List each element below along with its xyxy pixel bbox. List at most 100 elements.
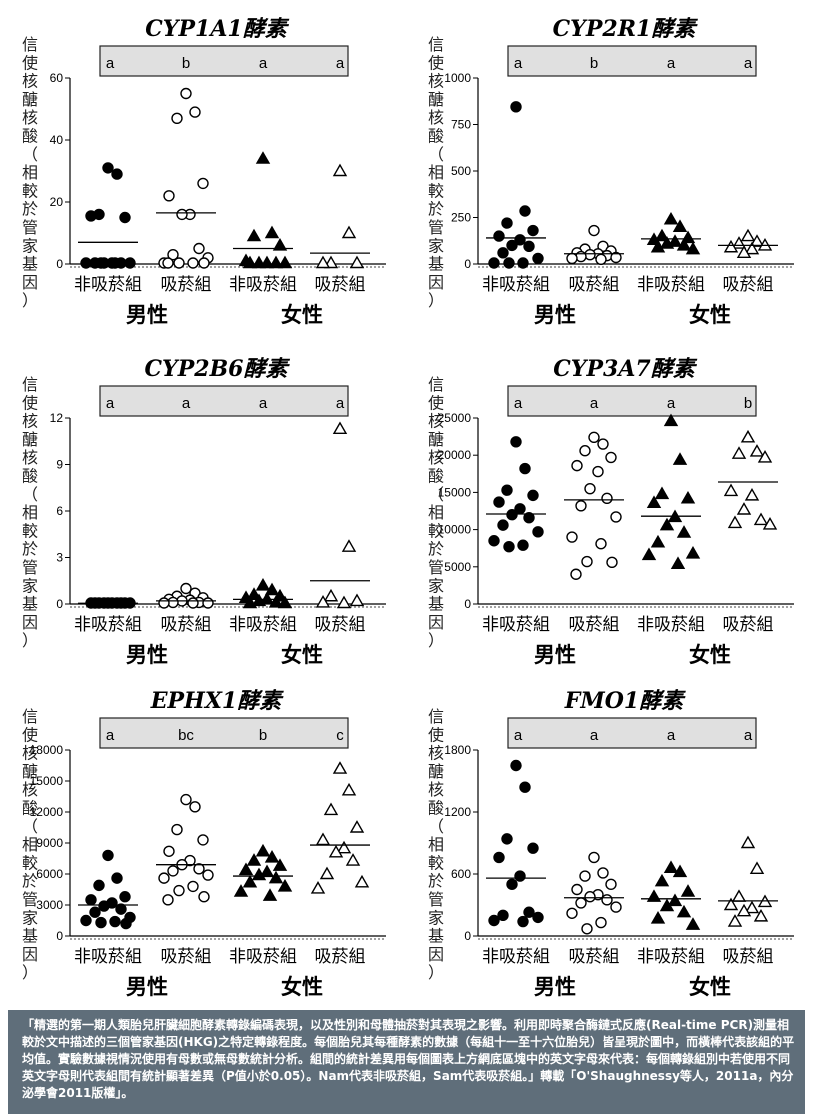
data-point: [493, 851, 505, 864]
data-point: [93, 879, 105, 892]
data-point: [259, 591, 275, 605]
y-axis-label-char: 酸: [428, 799, 444, 818]
y-axis-label-char: 管: [22, 558, 38, 577]
data-point: [659, 898, 675, 912]
data-point: [736, 903, 752, 917]
data-point: [588, 431, 600, 444]
y-axis-label-char: 核: [22, 412, 38, 431]
data-point: [672, 864, 688, 878]
data-point: [202, 869, 214, 881]
y-axis-label-char: ）: [428, 291, 444, 310]
sex-label-female: 女性: [689, 303, 731, 327]
x-tick-label: 非吸菸組: [482, 947, 550, 967]
x-tick-label: 非吸菸組: [637, 615, 705, 635]
data-point: [566, 907, 578, 919]
data-point: [650, 534, 666, 548]
x-tick-label: 吸菸組: [569, 275, 620, 295]
data-point: [517, 539, 529, 551]
y-axis-label-char: 使: [428, 53, 444, 72]
data-point: [264, 582, 280, 596]
data-point: [731, 446, 747, 459]
data-point: [749, 234, 765, 247]
x-tick-label: 吸菸組: [161, 615, 212, 635]
significance-letter: a: [259, 55, 268, 72]
data-point: [272, 858, 288, 871]
chart-title: EPHX1酵素: [150, 688, 284, 714]
y-axis-label-char: 醣: [22, 430, 38, 449]
chart-title: FMO1酵素: [564, 688, 686, 714]
data-point: [180, 582, 192, 595]
data-point: [676, 525, 692, 538]
data-point: [510, 759, 522, 772]
data-point: [753, 908, 769, 922]
data-point: [277, 255, 293, 269]
y-tick-label: 3: [56, 551, 63, 565]
y-axis-label-char: 信: [22, 707, 38, 726]
significance-letter: a: [106, 55, 115, 72]
x-tick-label: 非吸菸組: [74, 947, 142, 967]
data-point: [85, 894, 97, 906]
y-tick-label: 15000: [30, 774, 64, 788]
data-point: [723, 483, 739, 497]
y-tick-label: 20: [50, 195, 64, 209]
y-axis-label-char: 基: [428, 927, 444, 946]
data-point: [610, 511, 622, 523]
data-point: [579, 445, 591, 457]
data-point: [676, 237, 692, 251]
data-point: [341, 539, 357, 552]
significance-letter: c: [336, 727, 344, 744]
y-axis-label-char: 於: [428, 200, 444, 219]
sex-label-female: 女性: [281, 643, 323, 667]
sex-label-male: 男性: [126, 643, 168, 667]
data-point: [517, 915, 529, 928]
y-tick-label: 0: [464, 597, 471, 611]
data-point: [501, 833, 513, 845]
data-point: [646, 889, 662, 902]
data-point: [332, 421, 348, 435]
data-point: [749, 444, 765, 457]
data-point: [242, 255, 258, 269]
x-tick-label: 非吸菸組: [637, 947, 705, 967]
data-point: [685, 241, 701, 255]
data-point: [349, 255, 365, 269]
y-axis-label-char: 醣: [428, 762, 444, 781]
figure-caption: 「精選的第一期人類胎兒肝臟細胞酵素轉錄編碼表現，以及性別和母體抽菸對其表現之影響…: [22, 1018, 795, 1100]
data-point: [744, 241, 760, 255]
data-point: [98, 900, 110, 912]
data-point: [187, 257, 199, 269]
data-point: [115, 903, 127, 915]
data-point: [111, 168, 123, 180]
data-point: [672, 219, 688, 233]
data-point: [315, 595, 331, 608]
significance-letter: a: [667, 55, 676, 72]
y-axis-label-char: ）: [428, 631, 444, 650]
data-point: [654, 486, 670, 500]
y-axis-label-char: 醣: [428, 430, 444, 449]
data-point: [506, 878, 518, 891]
y-axis-label-char: 基: [22, 255, 38, 274]
data-point: [501, 217, 513, 229]
data-point: [315, 255, 331, 269]
x-tick-label: 吸菸組: [161, 275, 212, 295]
y-axis-label-char: 核: [428, 72, 444, 91]
data-point: [517, 257, 529, 269]
data-point: [198, 891, 210, 903]
data-point: [663, 860, 679, 874]
data-point: [727, 515, 743, 529]
data-point: [319, 866, 335, 880]
y-axis-label-char: 管: [428, 218, 444, 237]
data-point: [180, 793, 192, 806]
data-point: [176, 208, 188, 221]
data-point: [167, 248, 179, 261]
y-axis-label-char: 相: [22, 503, 38, 522]
data-point: [336, 595, 352, 609]
data-point: [503, 541, 515, 553]
chart-title: CYP2B6酵素: [145, 356, 291, 382]
data-point: [310, 881, 326, 894]
y-axis-label-char: ）: [428, 963, 444, 982]
y-axis-label-char: 信: [428, 35, 444, 54]
data-point: [519, 462, 531, 475]
y-axis-label-char: （: [428, 145, 444, 164]
data-point: [659, 236, 675, 249]
